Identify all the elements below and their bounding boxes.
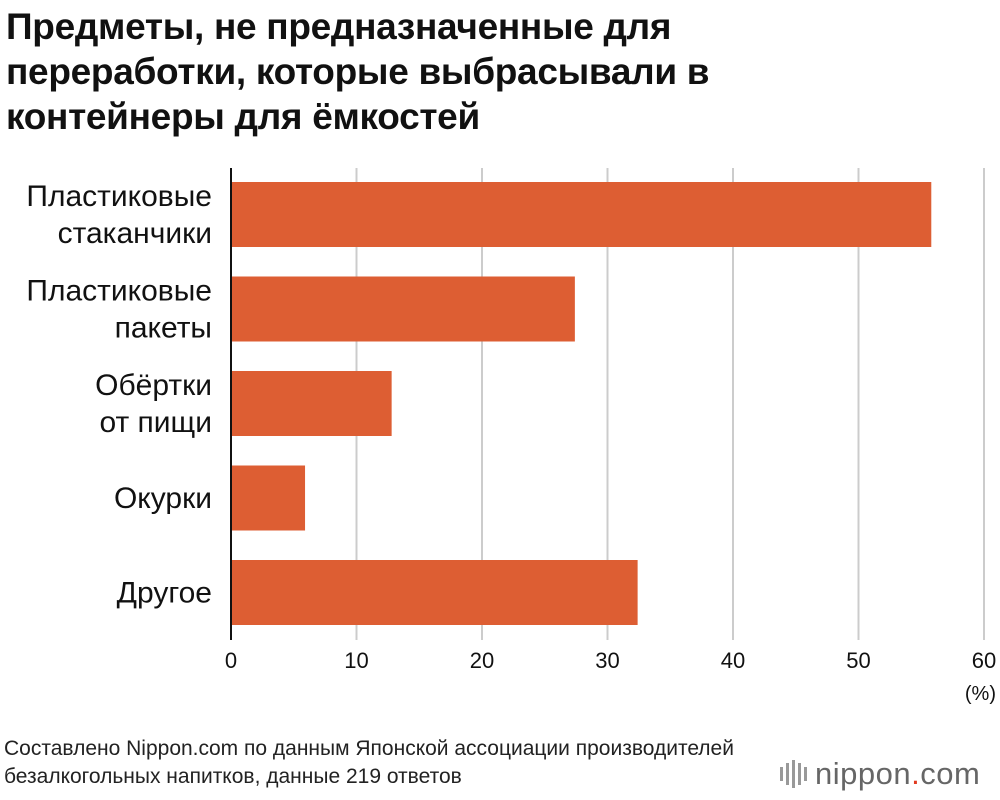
bar <box>231 560 638 625</box>
bar <box>231 182 932 247</box>
x-tick-label: 40 <box>721 648 745 673</box>
category-label-line: Окурки <box>114 482 212 515</box>
category-label: Пластиковые пакеты <box>26 275 212 345</box>
category-labels: Пластиковые стаканчики Пластиковые пакеты Об… <box>26 180 212 610</box>
x-tick-label: 20 <box>470 648 494 673</box>
category-label-line: стаканчики <box>58 217 212 250</box>
bar <box>231 371 392 436</box>
category-label-line: Пластиковые <box>26 275 212 308</box>
x-tick-label: 0 <box>225 648 237 673</box>
category-label: Другое <box>117 577 212 610</box>
category-label: Окурки <box>114 482 212 515</box>
chart-title: Предметы, не предназначенные для перераб… <box>6 6 710 137</box>
bars <box>231 182 932 625</box>
category-label-line: Пластиковые <box>26 180 212 213</box>
x-tick-labels: 0 10 20 30 40 50 60 <box>225 648 996 673</box>
source-note: Составлено Nippon.com по данным Японской… <box>4 737 734 788</box>
bar <box>231 465 306 531</box>
logo-bars-icon <box>780 760 807 788</box>
x-tick-label: 60 <box>972 648 996 673</box>
nippon-logo: nippon. com <box>780 756 980 792</box>
bar <box>231 276 575 342</box>
category-label-line: от пищи <box>99 406 212 439</box>
x-unit-label: (%) <box>965 683 996 705</box>
category-label: Пластиковые стаканчики <box>26 180 212 250</box>
category-label-line: Обёртки <box>95 369 212 402</box>
category-label-line: Другое <box>117 577 212 610</box>
category-label-line: пакеты <box>115 312 212 345</box>
logo-dot: . <box>911 756 921 791</box>
logo-name: nippon <box>815 756 912 791</box>
x-tick-label: 30 <box>595 648 619 673</box>
logo-tld: com <box>920 756 981 791</box>
x-tick-label: 10 <box>344 648 368 673</box>
category-label: Обёртки от пищи <box>95 369 212 439</box>
x-tick-label: 50 <box>846 648 870 673</box>
